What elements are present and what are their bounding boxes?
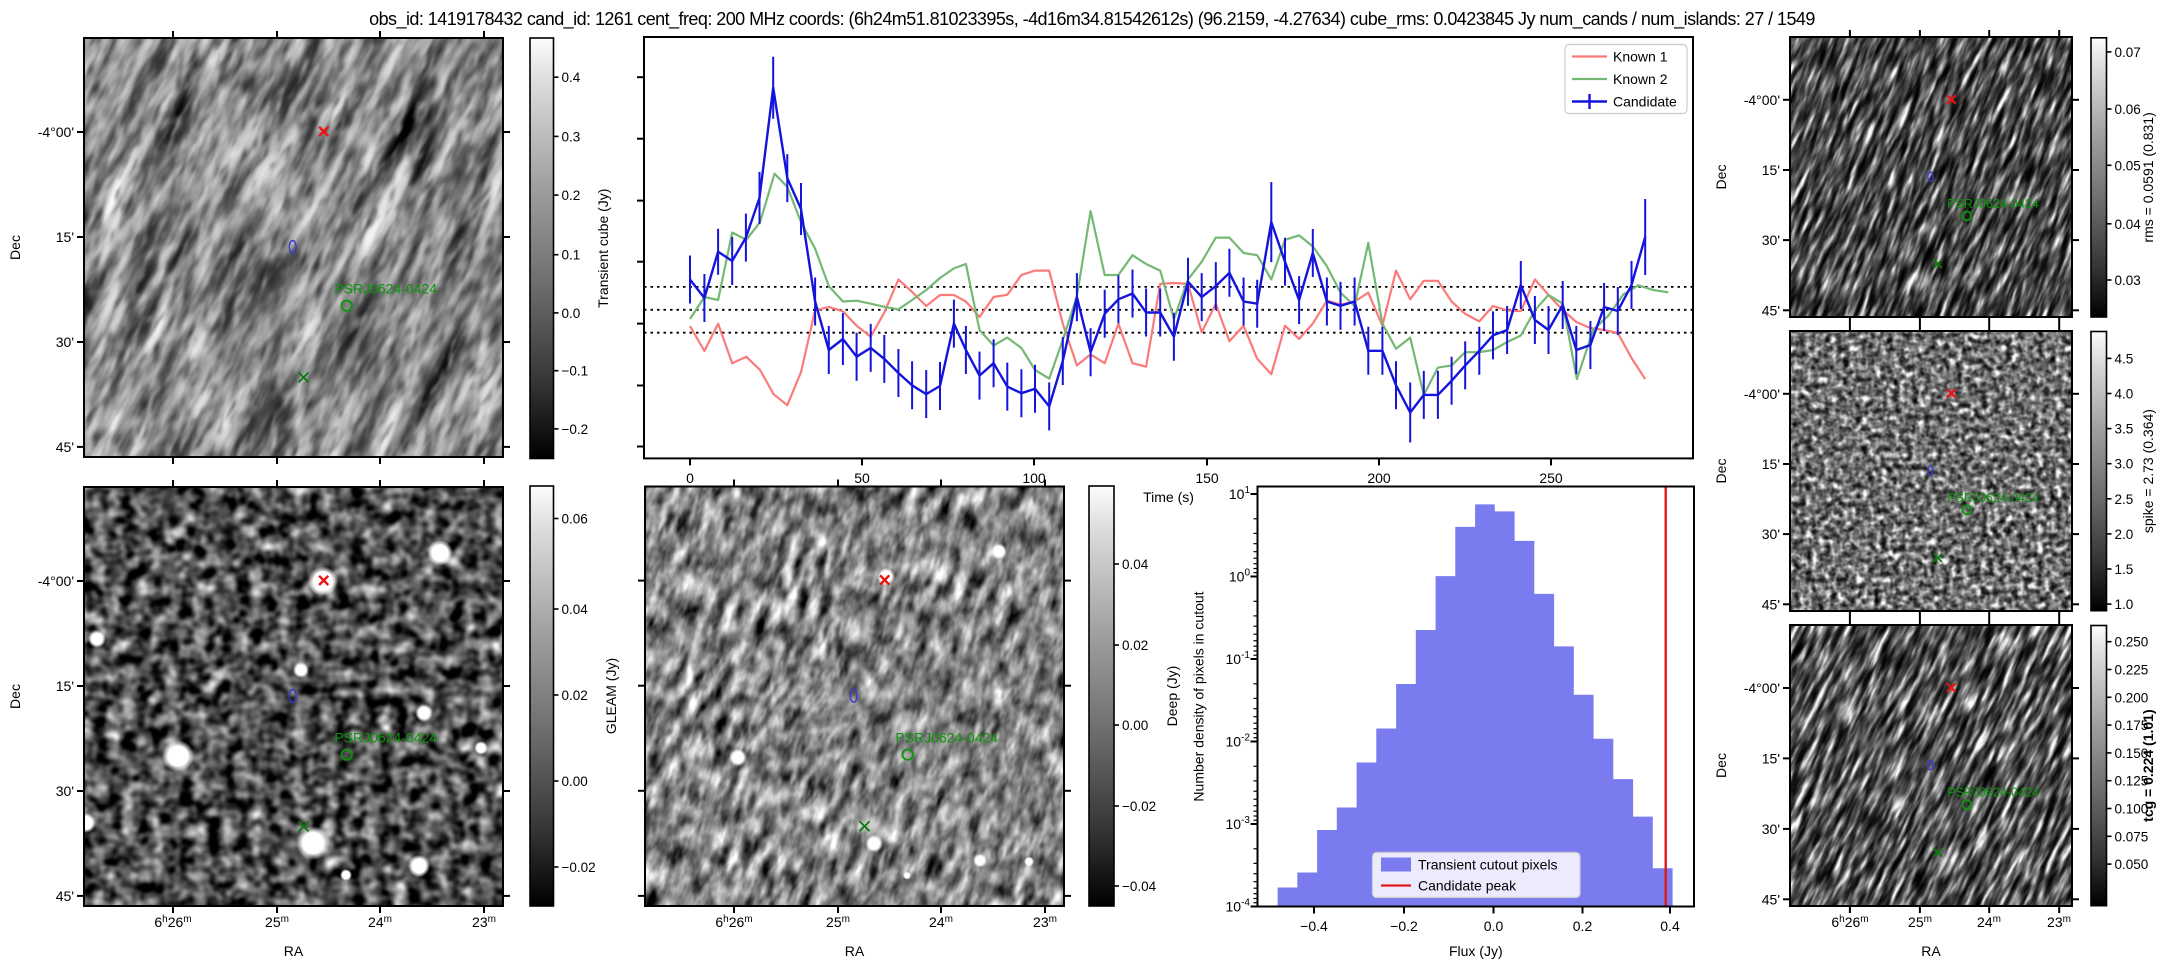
svg-text:0.06: 0.06 — [2115, 102, 2141, 117]
svg-text:3.5: 3.5 — [2115, 422, 2134, 437]
svg-text:0.2: 0.2 — [562, 188, 581, 203]
svg-text:45': 45' — [1762, 302, 1780, 318]
svg-text:0.02: 0.02 — [562, 688, 588, 703]
svg-text:0.100: 0.100 — [2115, 802, 2149, 817]
svg-text:Dec: Dec — [1713, 459, 1729, 484]
svg-text:30': 30' — [56, 783, 74, 799]
svg-text:0.07: 0.07 — [2115, 45, 2141, 60]
svg-text:15': 15' — [1762, 456, 1780, 472]
svg-text:PSRJ0624-0424: PSRJ0624-0424 — [1947, 785, 2039, 799]
svg-text:0.04: 0.04 — [562, 602, 589, 617]
svg-text:Deep (Jy): Deep (Jy) — [1164, 666, 1180, 727]
svg-text:PSRJ0624-0424: PSRJ0624-0424 — [1947, 491, 2039, 505]
svg-text:Transient cutout pixels: Transient cutout pixels — [1418, 857, 1558, 873]
svg-text:0.00: 0.00 — [562, 774, 588, 789]
svg-text:−0.02: −0.02 — [562, 860, 596, 875]
svg-text:Dec: Dec — [1713, 165, 1729, 190]
svg-text:-4°00': -4°00' — [1744, 386, 1780, 402]
svg-text:Dec: Dec — [7, 235, 23, 260]
svg-text:0.0: 0.0 — [562, 306, 581, 321]
svg-text:100: 100 — [1022, 470, 1046, 486]
svg-text:0.0: 0.0 — [1484, 918, 1504, 934]
svg-text:0.06: 0.06 — [562, 512, 588, 527]
svg-text:0.175: 0.175 — [2115, 718, 2149, 733]
svg-text:50: 50 — [854, 470, 870, 486]
svg-text:Known 1: Known 1 — [1613, 49, 1668, 65]
svg-text:RA: RA — [284, 943, 304, 959]
svg-text:GLEAM (Jy): GLEAM (Jy) — [603, 658, 619, 734]
svg-text:0.150: 0.150 — [2115, 746, 2149, 761]
svg-text:150: 150 — [1195, 470, 1219, 486]
svg-text:Transient cube (Jy): Transient cube (Jy) — [595, 189, 611, 308]
svg-text:2.5: 2.5 — [2115, 492, 2134, 507]
svg-text:0.04: 0.04 — [1122, 557, 1149, 572]
svg-text:30': 30' — [1762, 232, 1780, 248]
svg-text:Flux (Jy): Flux (Jy) — [1449, 943, 1503, 959]
svg-text:0.125: 0.125 — [2115, 774, 2149, 789]
svg-text:3.0: 3.0 — [2115, 457, 2134, 472]
svg-text:−0.1: −0.1 — [562, 364, 589, 379]
svg-text:0.250: 0.250 — [2115, 635, 2149, 650]
svg-text:RA: RA — [845, 943, 865, 959]
svg-text:200: 200 — [1367, 470, 1391, 486]
svg-text:rms = 0.0591 (0.831): rms = 0.0591 (0.831) — [2140, 112, 2156, 242]
svg-text:−0.4: −0.4 — [1300, 918, 1328, 934]
svg-text:15': 15' — [56, 678, 74, 694]
svg-text:0.00: 0.00 — [1122, 718, 1148, 733]
svg-text:0.225: 0.225 — [2115, 663, 2149, 678]
svg-text:45': 45' — [56, 439, 74, 455]
svg-text:15': 15' — [1762, 750, 1780, 766]
svg-text:PSRJ0624-0424: PSRJ0624-0424 — [1947, 197, 2039, 211]
svg-text:-4°00': -4°00' — [1744, 680, 1780, 696]
svg-text:Known 2: Known 2 — [1613, 71, 1668, 87]
svg-text:4.0: 4.0 — [2115, 387, 2134, 402]
svg-text:0.03: 0.03 — [2115, 273, 2141, 288]
svg-text:0.05: 0.05 — [2115, 158, 2141, 173]
svg-text:0.075: 0.075 — [2115, 829, 2149, 844]
svg-text:tcg = 0.224 (1.01): tcg = 0.224 (1.01) — [2140, 709, 2156, 821]
svg-text:PSRJ0624-0424: PSRJ0624-0424 — [334, 730, 437, 746]
svg-text:Dec: Dec — [7, 684, 23, 709]
svg-text:250: 250 — [1539, 470, 1563, 486]
svg-text:0.3: 0.3 — [562, 129, 581, 144]
svg-text:45': 45' — [1762, 596, 1780, 612]
svg-text:spike = 2.73 (0.364): spike = 2.73 (0.364) — [2140, 409, 2156, 533]
svg-text:30': 30' — [1762, 821, 1780, 837]
svg-text:−0.2: −0.2 — [562, 422, 589, 437]
svg-text:Number density of pixels in cu: Number density of pixels in cutout — [1191, 591, 1207, 801]
svg-text:−0.04: −0.04 — [1122, 879, 1157, 894]
svg-text:0.2: 0.2 — [1573, 918, 1593, 934]
svg-text:-4°00': -4°00' — [38, 124, 74, 140]
svg-text:0.02: 0.02 — [1122, 638, 1148, 653]
svg-text:−0.02: −0.02 — [1122, 799, 1156, 814]
svg-text:−0.2: −0.2 — [1390, 918, 1418, 934]
svg-text:2.0: 2.0 — [2115, 527, 2134, 542]
svg-text:PSRJ0624-0424: PSRJ0624-0424 — [895, 729, 998, 745]
svg-text:0.4: 0.4 — [562, 70, 581, 85]
svg-text:1.5: 1.5 — [2115, 562, 2134, 577]
svg-text:Candidate: Candidate — [1613, 94, 1677, 110]
svg-text:1.0: 1.0 — [2115, 597, 2134, 612]
svg-text:0.4: 0.4 — [1660, 918, 1680, 934]
svg-text:0.04: 0.04 — [2115, 217, 2142, 232]
svg-text:0.200: 0.200 — [2115, 690, 2149, 705]
svg-text:15': 15' — [1762, 162, 1780, 178]
svg-text:30': 30' — [1762, 526, 1780, 542]
svg-text:45': 45' — [1762, 891, 1780, 907]
svg-text:-4°00': -4°00' — [38, 573, 74, 589]
svg-text:PSRJ0624-0424: PSRJ0624-0424 — [334, 281, 437, 297]
svg-text:45': 45' — [56, 888, 74, 904]
svg-text:RA: RA — [1921, 943, 1941, 959]
svg-text:15': 15' — [56, 229, 74, 245]
svg-text:Time (s): Time (s) — [1143, 489, 1194, 505]
svg-text:obs_id: 1419178432 cand_id: 12: obs_id: 1419178432 cand_id: 1261 cent_fr… — [369, 9, 1815, 30]
svg-text:Candidate peak: Candidate peak — [1418, 878, 1517, 894]
svg-text:0.050: 0.050 — [2115, 857, 2149, 872]
svg-text:Dec: Dec — [1713, 753, 1729, 778]
svg-text:0: 0 — [686, 470, 694, 486]
svg-text:30': 30' — [56, 334, 74, 350]
svg-text:0.1: 0.1 — [562, 248, 581, 263]
svg-text:-4°00': -4°00' — [1744, 92, 1780, 108]
svg-text:4.5: 4.5 — [2115, 351, 2134, 366]
